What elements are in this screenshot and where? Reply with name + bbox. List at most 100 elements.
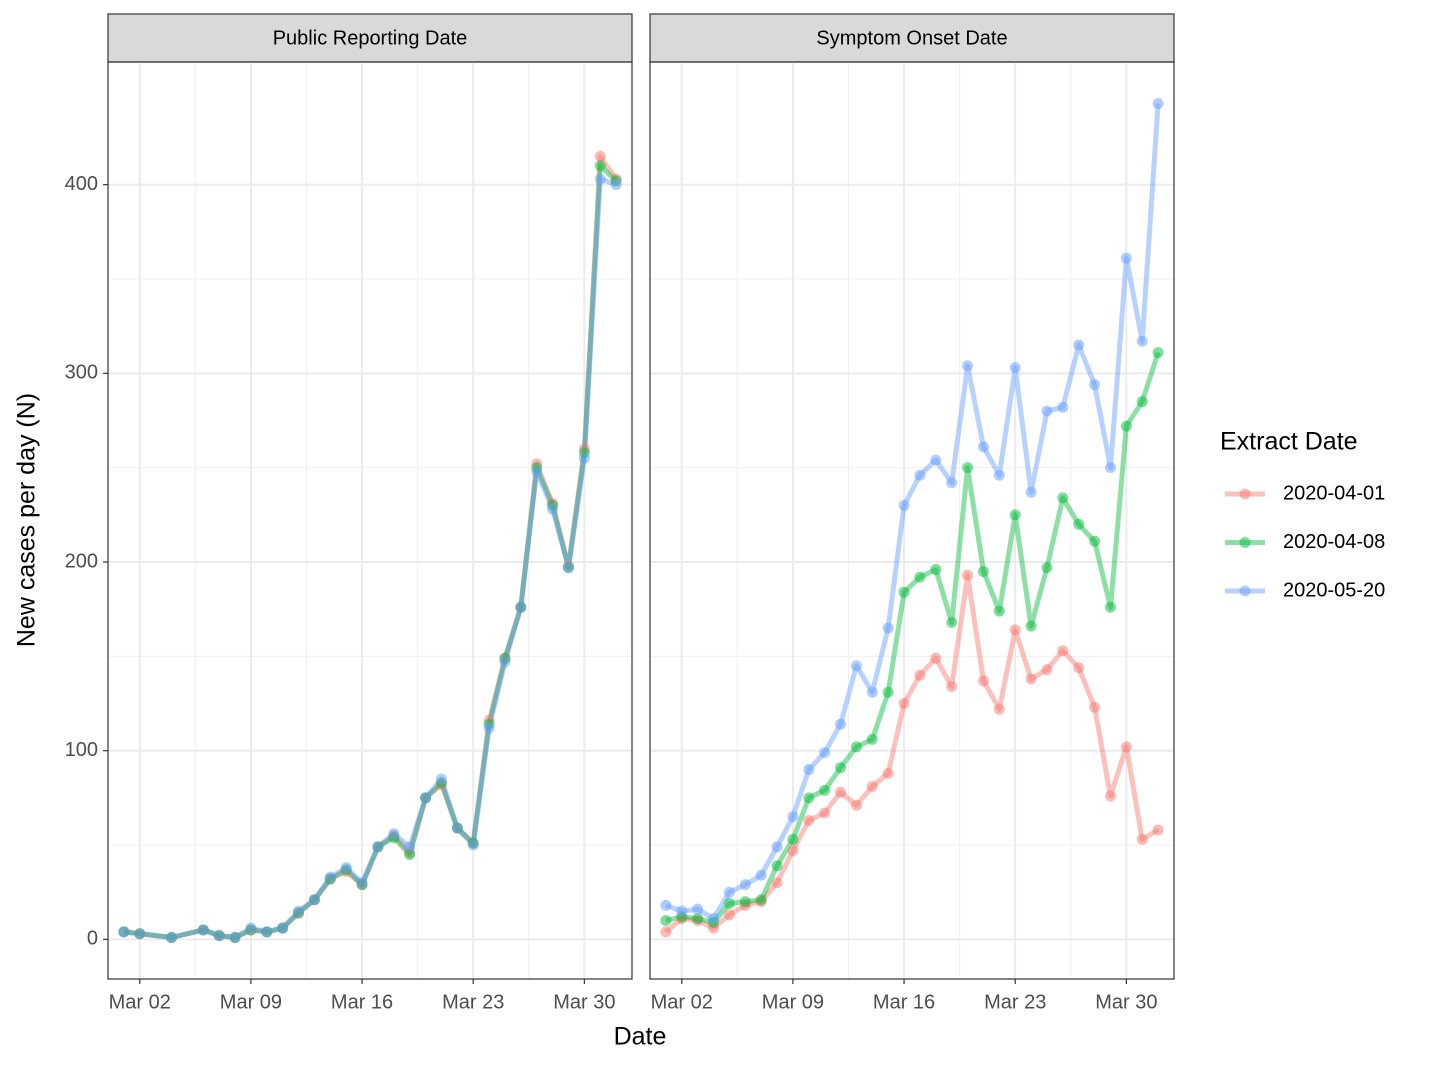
data-point [1104,462,1116,474]
data-point [866,686,878,698]
data-point [1057,645,1069,657]
legend-key-point [1239,488,1251,500]
data-point [660,926,672,938]
data-point [787,811,799,823]
data-point [404,841,416,853]
data-point [819,747,831,759]
data-point [1041,405,1053,417]
facet-title: Symptom Onset Date [816,27,1007,49]
data-point [930,652,942,664]
data-point [977,675,989,687]
data-point [803,815,815,827]
data-point [676,905,688,917]
legend-key-point [1239,537,1251,548]
legend-label: 2020-04-01 [1283,482,1385,504]
data-point [467,839,479,851]
data-point [134,928,146,940]
legend-title: Extract Date [1220,428,1358,456]
data-point [594,150,606,162]
data-point [739,879,751,891]
data-point [660,899,672,911]
data-point [356,877,368,889]
data-point [819,807,831,819]
data-point [692,913,704,925]
data-point [755,894,767,906]
data-point [708,913,720,925]
data-point [1057,401,1069,413]
data-point [882,622,894,634]
data-point [866,781,878,793]
data-point [1009,624,1021,636]
x-tick-label: Mar 09 [220,991,282,1013]
data-point [771,877,783,889]
data-point [547,503,559,515]
data-point [850,799,862,811]
data-point [723,909,735,921]
x-tick-label: Mar 09 [762,991,824,1013]
panel-border [107,61,633,980]
legend-label: 2020-05-20 [1283,579,1385,601]
data-point [261,926,273,938]
data-point [420,792,432,804]
data-point [803,792,815,804]
y-tick-label: 100 [65,739,98,761]
data-point [388,828,400,840]
data-point [914,469,926,481]
data-point [1104,601,1116,613]
data-point [835,786,847,798]
data-point [483,722,495,734]
data-point [660,915,672,927]
data-point [898,586,910,598]
y-tick-label: 0 [87,928,98,950]
data-point [610,179,622,191]
data-point [850,660,862,672]
data-point [835,762,847,774]
data-point [1152,347,1164,359]
data-point [293,905,305,917]
data-point [1104,790,1116,802]
data-point [914,669,926,681]
data-point [229,931,241,943]
data-point [372,841,384,853]
data-point [166,931,178,943]
data-point [499,656,511,668]
data-point [771,841,783,853]
data-point [1089,379,1101,391]
x-tick-label: Mar 30 [553,991,615,1013]
data-point [1089,701,1101,713]
data-point [1057,492,1069,504]
data-point [977,441,989,453]
data-point [835,718,847,730]
legend-key-point [1239,585,1251,597]
data-point [1120,420,1132,432]
data-point [1073,662,1085,674]
data-point [594,160,606,172]
data-point [850,741,862,753]
data-point [993,469,1005,481]
x-tick-label: Mar 23 [984,991,1046,1013]
data-point [946,681,958,693]
data-point [914,571,926,583]
data-point [882,767,894,779]
data-point [404,848,416,860]
data-point [962,360,974,372]
data-point [435,773,447,785]
data-point [866,733,878,745]
data-point [771,860,783,872]
data-point [930,564,942,576]
data-point [1136,396,1148,408]
y-tick-label: 400 [65,173,98,195]
data-point [213,930,225,942]
data-point [977,565,989,577]
data-point [723,898,735,910]
data-point [324,871,336,883]
data-point [1089,535,1101,547]
data-point [118,926,130,938]
data-point [1041,664,1053,676]
data-point [946,477,958,489]
data-point [1009,509,1021,521]
x-tick-label: Mar 02 [109,991,171,1013]
data-point [515,601,527,613]
x-tick-label: Mar 23 [442,991,504,1013]
